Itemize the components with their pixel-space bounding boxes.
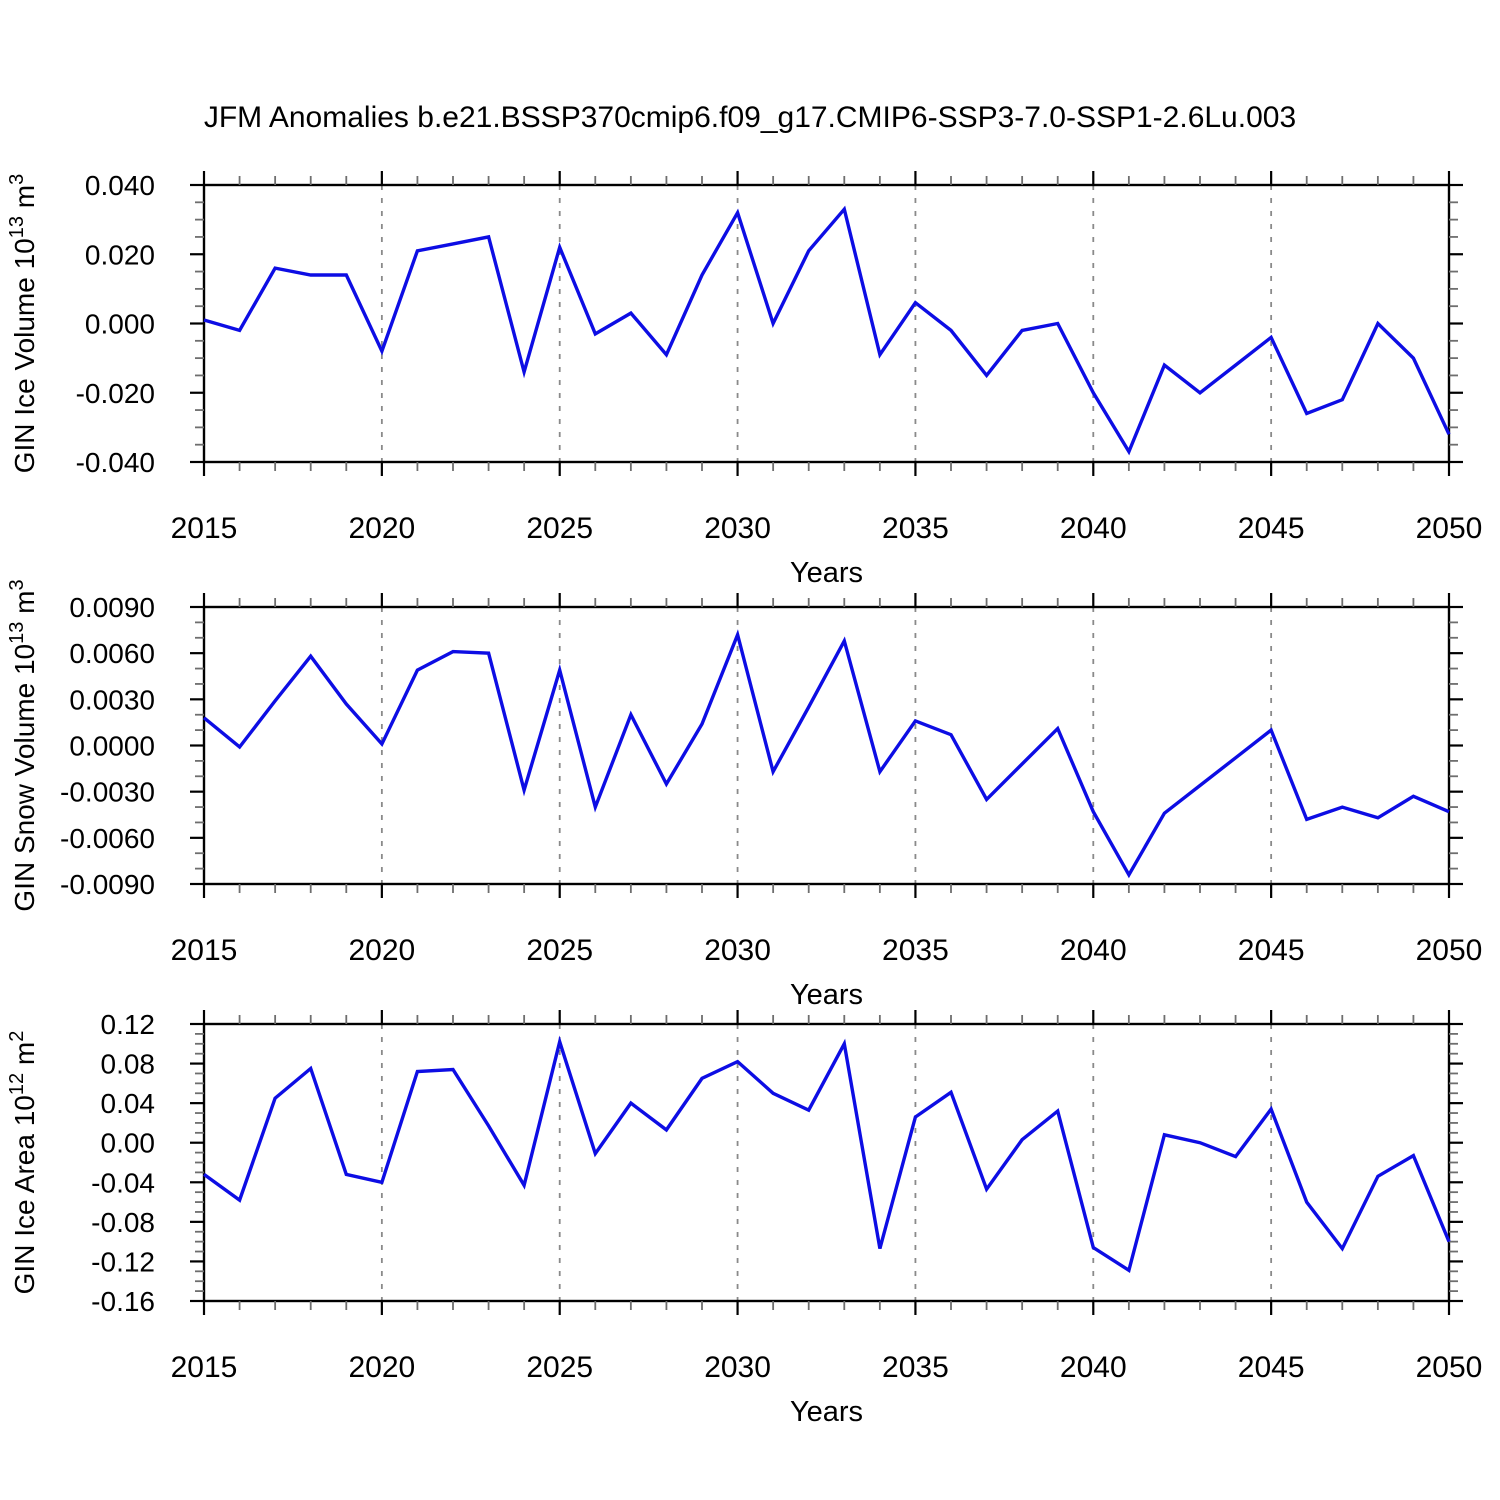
x-tick-label: 2045 (1238, 1351, 1305, 1384)
y-axis-title: GIN Snow Volume 1013 m3 (6, 579, 40, 911)
x-tick-label: 2050 (1416, 1351, 1483, 1384)
chart-gin-ice-volume: 0.040 0.020 0.000 -0.020 -0.040 2015 2020 2025 2… (6, 170, 1482, 589)
x-tick-label: 2030 (704, 1351, 771, 1384)
x-tick-label: 2015 (171, 1351, 238, 1384)
y-tick-label: 0.000 (85, 309, 155, 340)
y-tick-label: -0.0030 (60, 777, 155, 808)
x-tick-label: 2045 (1238, 512, 1305, 545)
x-tick-label: 2030 (704, 934, 771, 967)
y-tick-label: 0.020 (85, 239, 155, 270)
gin-ice-volume-line (203, 205, 1451, 456)
y-tick-label: 0.040 (85, 170, 155, 201)
gin-ice-area-line (203, 1035, 1451, 1273)
gin-snow-volume-line (202, 629, 1450, 879)
x-tick-label: 2040 (1060, 934, 1127, 967)
y-tick-label: -0.020 (76, 378, 155, 409)
y-tick-label: -0.0060 (60, 823, 155, 854)
x-tick-label: 2040 (1060, 1351, 1127, 1384)
plot-frame (202, 1022, 1451, 1303)
x-tick-label: 2040 (1060, 512, 1127, 545)
x-tick-label: 2035 (882, 512, 949, 545)
y-tick-label: 0.0060 (69, 638, 155, 669)
x-axis-title: Years (790, 1396, 863, 1428)
y-tick-label: 0.0090 (69, 592, 155, 623)
chart-gin-ice-area: 0.12 0.08 0.04 0.00 -0.04 -0.08 -0.12 -0.16 2015… (6, 1009, 1482, 1428)
y-tick-label: -0.16 (91, 1286, 155, 1317)
x-axis-title: Years (790, 979, 863, 1011)
y-tick-label: 0.00 (101, 1128, 156, 1159)
x-tick-label: 2015 (171, 934, 238, 967)
x-tick-label: 2015 (171, 512, 238, 545)
y-axis-title: GIN Ice Volume 1013 m3 (6, 174, 40, 474)
y-tick-label: -0.12 (91, 1246, 155, 1277)
plot-frame (202, 605, 1451, 886)
x-tick-label: 2020 (348, 512, 415, 545)
y-tick-label: -0.08 (91, 1207, 155, 1238)
page-title: JFM Anomalies b.e21.BSSP370cmip6.f09_g17… (203, 101, 1297, 134)
y-axis-title: GIN Ice Area 1012 m2 (6, 1031, 40, 1295)
x-tick-label: 2025 (526, 512, 593, 545)
y-tick-label: -0.04 (91, 1167, 155, 1198)
y-tick-label: 0.0030 (69, 684, 155, 715)
x-tick-label: 2035 (882, 934, 949, 967)
x-tick-label: 2020 (348, 934, 415, 967)
x-tick-label: 2025 (526, 1351, 593, 1384)
y-tick-label: 0.04 (101, 1088, 156, 1119)
y-tick-label: 0.12 (101, 1009, 156, 1040)
x-tick-label: 2035 (882, 1351, 949, 1384)
y-tick-label: -0.0090 (60, 869, 155, 900)
y-tick-label: 0.08 (101, 1049, 156, 1080)
y-tick-label: 0.0000 (69, 731, 155, 762)
x-axis-title: Years (790, 557, 863, 589)
chart-gin-snow-volume: 0.0090 0.0060 0.0030 0.0000 -0.0030 -0.0060 -0… (6, 579, 1482, 1011)
x-tick-label: 2030 (704, 512, 771, 545)
x-tick-label: 2025 (526, 934, 593, 967)
x-tick-label: 2045 (1238, 934, 1305, 967)
x-tick-label: 2020 (348, 1351, 415, 1384)
y-tick-label: -0.040 (76, 447, 155, 478)
x-tick-label: 2050 (1416, 934, 1483, 967)
x-tick-label: 2050 (1416, 512, 1483, 545)
